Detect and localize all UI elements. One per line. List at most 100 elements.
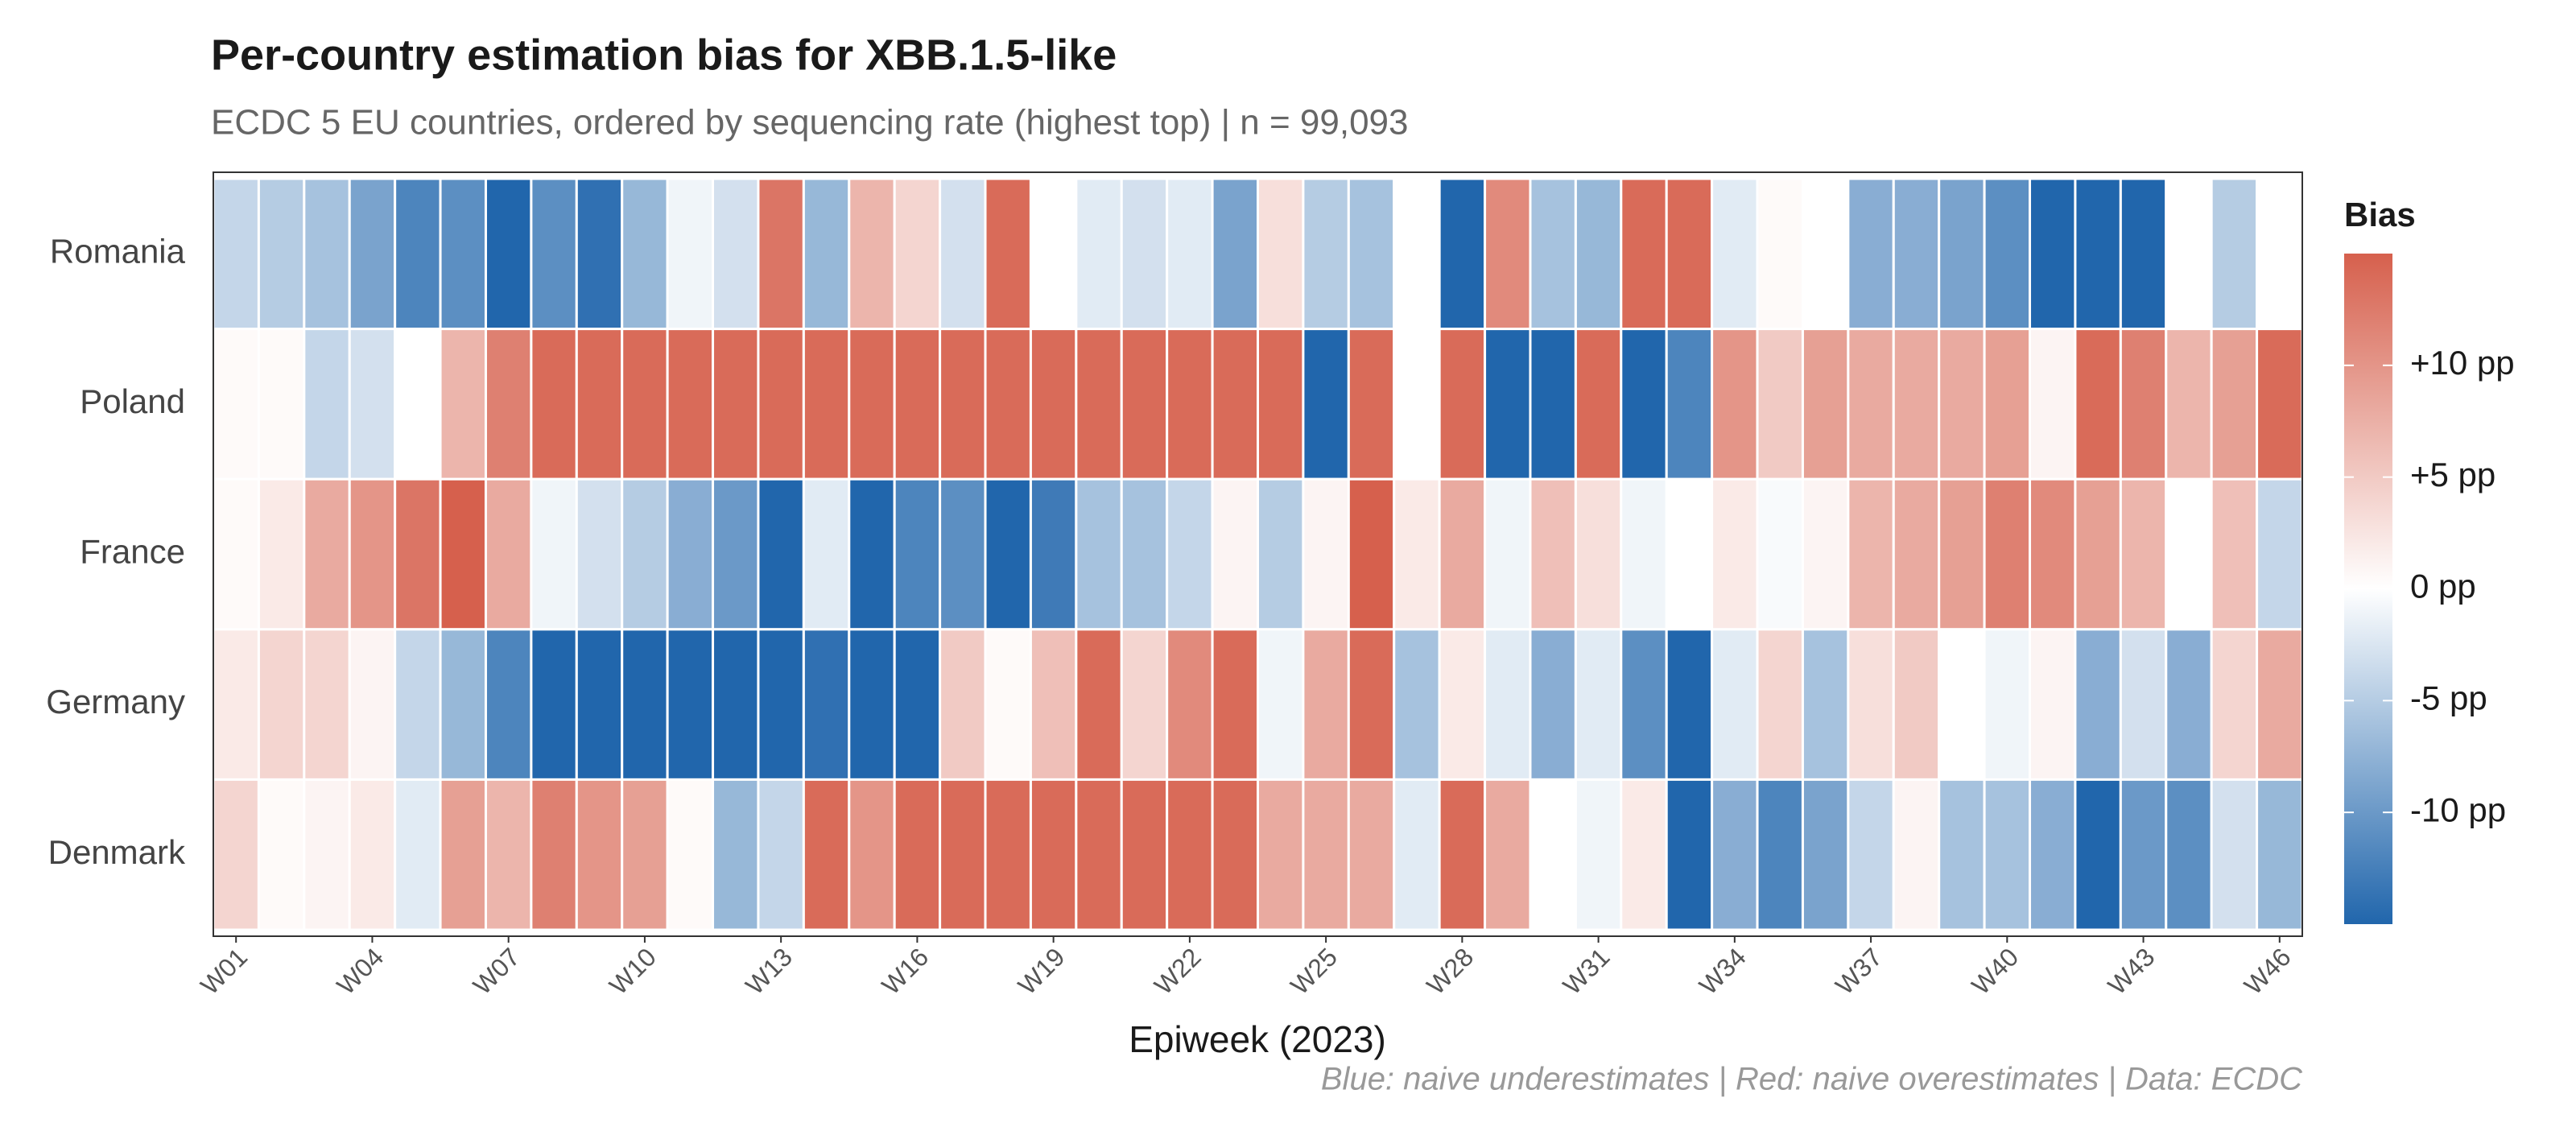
heatmap-cell xyxy=(1938,477,1986,631)
x-tick-label: W01 xyxy=(195,942,253,1000)
heatmap-cell xyxy=(2210,328,2259,481)
heatmap-cell xyxy=(348,628,397,781)
heatmap-cell xyxy=(394,328,442,481)
heatmap-cell xyxy=(2210,628,2259,781)
x-tick-label: W04 xyxy=(331,942,389,1000)
heatmap-cell xyxy=(1166,778,1214,931)
heatmap-cell xyxy=(2165,477,2213,631)
heatmap-cell xyxy=(1983,778,2032,931)
heatmap-cell xyxy=(2210,177,2259,331)
heatmap-cell xyxy=(575,177,624,331)
heatmap-cell xyxy=(484,177,533,331)
heatmap-cell xyxy=(2029,628,2077,781)
heatmap-cell xyxy=(1847,328,1895,481)
heatmap-cell xyxy=(1211,328,1259,481)
heatmap-cell xyxy=(1574,177,1623,331)
heatmap-cell xyxy=(1302,628,1350,781)
heatmap-cell xyxy=(2165,778,2213,931)
heatmap-cell xyxy=(1393,328,1441,481)
heatmap-cell xyxy=(303,778,351,931)
heatmap-cell xyxy=(1438,477,1487,631)
heatmap-cell xyxy=(212,177,260,331)
y-tick-label: Poland xyxy=(80,382,185,420)
heatmap-cell xyxy=(348,477,397,631)
heatmap-cell xyxy=(212,328,260,481)
heatmap-cell xyxy=(1756,477,1804,631)
heatmap-cell xyxy=(2256,477,2304,631)
heatmap-cell xyxy=(575,328,624,481)
heatmap-cell xyxy=(1938,628,1986,781)
heatmap-cell xyxy=(257,177,306,331)
heatmap-cell xyxy=(1620,778,1668,931)
legend-title: Bias xyxy=(2344,196,2416,233)
heatmap-cell xyxy=(1166,177,1214,331)
heatmap-cell xyxy=(1756,177,1804,331)
heatmap-cell xyxy=(1393,628,1441,781)
heatmap-cell xyxy=(1257,328,1305,481)
heatmap-cell xyxy=(1484,778,1532,931)
heatmap-cell xyxy=(2074,778,2122,931)
heatmap-cell xyxy=(1211,628,1259,781)
heatmap-cell xyxy=(1665,328,1714,481)
heatmap-cell xyxy=(893,778,942,931)
x-tick-label: W19 xyxy=(1013,942,1071,1000)
heatmap-cell xyxy=(1756,328,1804,481)
heatmap-cell xyxy=(1529,628,1577,781)
heatmap-cell xyxy=(484,628,533,781)
heatmap-cell xyxy=(2119,177,2168,331)
x-tick-label: W43 xyxy=(2103,942,2161,1000)
heatmap-cell xyxy=(2119,328,2168,481)
heatmap-cell xyxy=(530,628,578,781)
heatmap-cell xyxy=(1529,177,1577,331)
heatmap-cell xyxy=(1620,628,1668,781)
heatmap-cell xyxy=(1393,177,1441,331)
heatmap-cell xyxy=(712,778,760,931)
heatmap-cell xyxy=(1347,328,1396,481)
heatmap-cell xyxy=(984,477,1032,631)
heatmap-cell xyxy=(939,328,987,481)
heatmap-cell xyxy=(1120,628,1169,781)
heatmap-cell xyxy=(1801,628,1850,781)
heatmap-cell xyxy=(666,177,715,331)
heatmap-cell xyxy=(348,328,397,481)
heatmap-cell xyxy=(1983,628,2032,781)
heatmap-cell xyxy=(1847,177,1895,331)
heatmap-cell xyxy=(439,778,487,931)
x-tick-label: W13 xyxy=(740,942,798,1000)
caption: Blue: naive underestimates | Red: naive … xyxy=(1321,1062,2303,1097)
heatmap-cell xyxy=(1302,477,1350,631)
heatmap-cell xyxy=(1620,177,1668,331)
heatmap-cell xyxy=(1847,477,1895,631)
heatmap-cell xyxy=(939,628,987,781)
heatmap-cell xyxy=(712,477,760,631)
y-tick-label: Romania xyxy=(50,232,186,270)
heatmap-cell xyxy=(802,477,851,631)
heatmap-cell xyxy=(1029,477,1078,631)
heatmap-cell xyxy=(621,778,669,931)
y-tick-label: Denmark xyxy=(48,833,186,871)
heatmap-cell xyxy=(1938,328,1986,481)
heatmap-cell xyxy=(439,477,487,631)
heatmap-cell xyxy=(1892,328,1941,481)
heatmap-cell xyxy=(303,628,351,781)
heatmap-cell xyxy=(1756,778,1804,931)
heatmap-cell xyxy=(893,328,942,481)
colorbar-tick-label: 0 pp xyxy=(2410,568,2476,605)
heatmap-cell xyxy=(757,177,805,331)
heatmap-cell xyxy=(212,628,260,781)
heatmap-cell xyxy=(1983,477,2032,631)
heatmap-cell xyxy=(712,328,760,481)
chart-title: Per-country estimation bias for XBB.1.5-… xyxy=(211,31,1117,79)
heatmap-cell xyxy=(893,177,942,331)
heatmap-cell xyxy=(257,628,306,781)
x-tick-label: W07 xyxy=(468,942,526,1000)
heatmap-cell xyxy=(212,778,260,931)
heatmap-cell xyxy=(439,177,487,331)
heatmap-cell xyxy=(1075,628,1123,781)
x-tick-label: W34 xyxy=(1694,942,1752,1000)
heatmap-cell xyxy=(1302,328,1350,481)
heatmap-cell xyxy=(1166,628,1214,781)
heatmap-cell xyxy=(712,177,760,331)
heatmap-cell xyxy=(939,778,987,931)
